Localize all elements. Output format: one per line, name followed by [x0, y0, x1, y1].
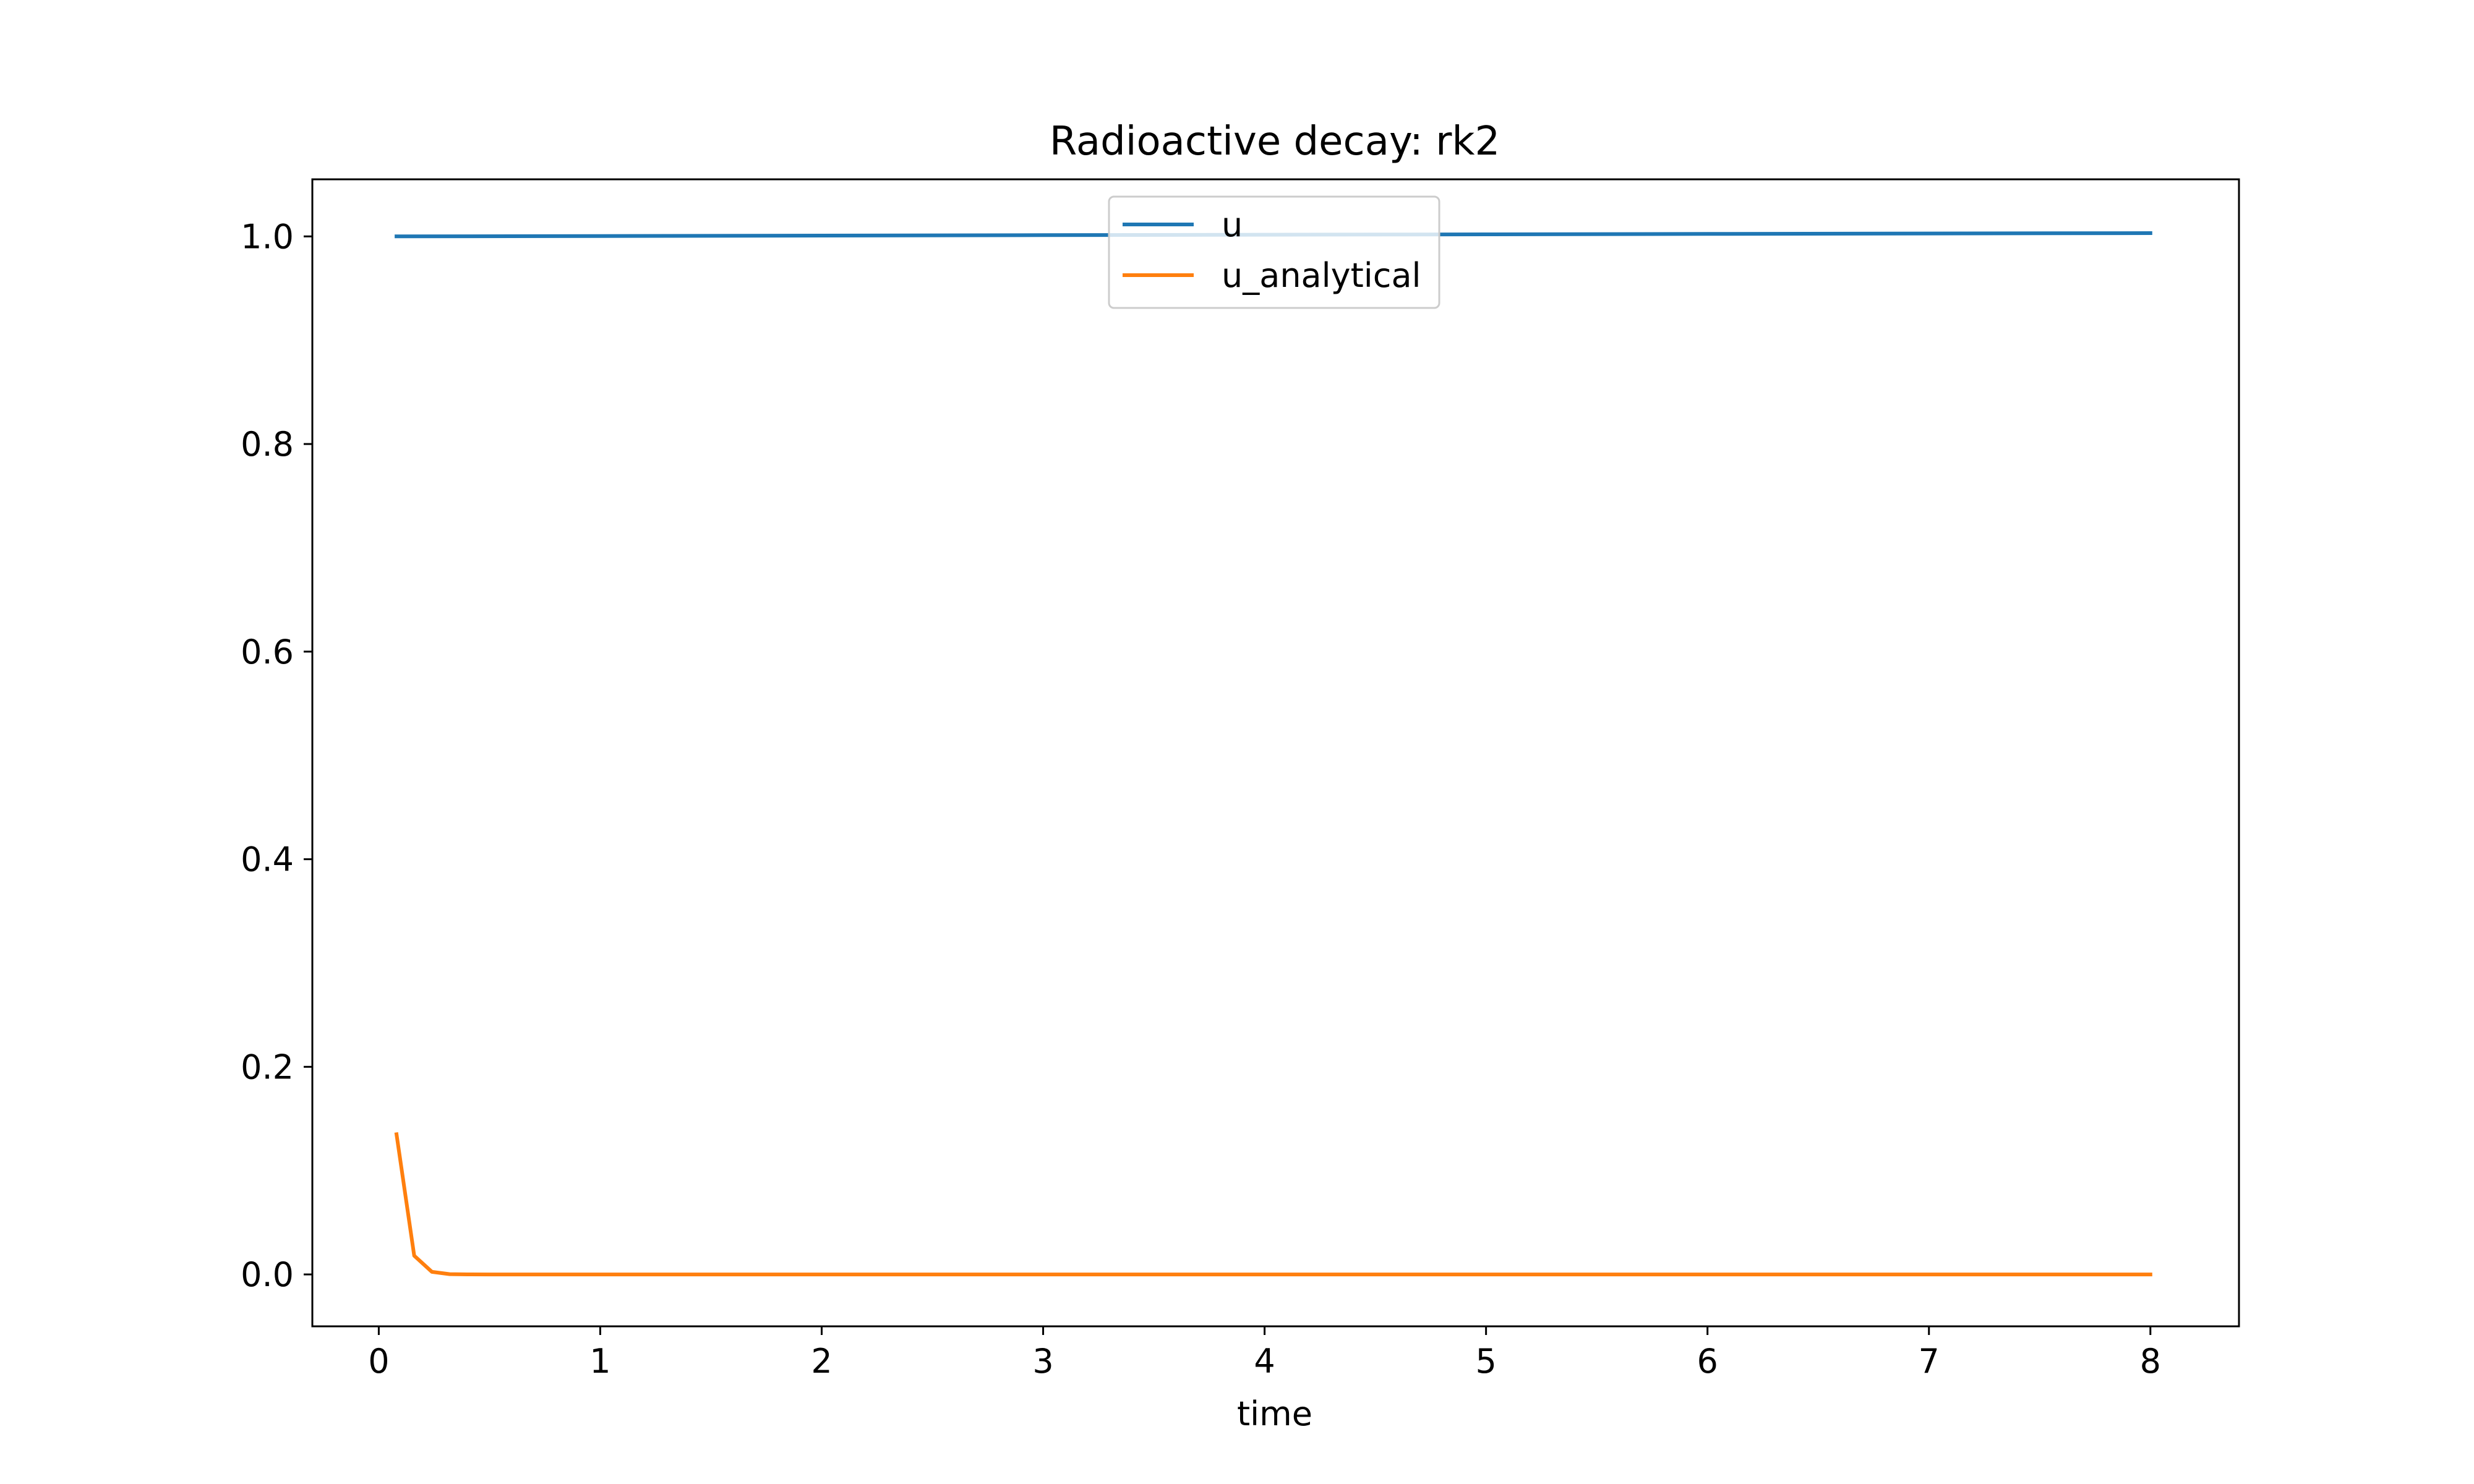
y-tick-label: 0.4	[241, 840, 294, 879]
y-tick-label: 0.6	[241, 633, 294, 672]
x-tick-label: 3	[1032, 1342, 1053, 1381]
x-tick-label: 8	[2140, 1342, 2161, 1381]
series-line-u-analytical	[394, 1132, 2152, 1277]
x-tick-label: 0	[368, 1342, 389, 1381]
y-tick-label: 0.8	[241, 425, 294, 464]
y-tick-label: 0.2	[241, 1047, 294, 1086]
y-axis-ticks: 0.0 0.2 0.4 0.6 0.8 1.0	[241, 217, 312, 1294]
y-tick-label: 0.0	[241, 1255, 294, 1294]
x-tick-label: 4	[1254, 1342, 1275, 1381]
x-axis-label: time	[1237, 1394, 1312, 1433]
x-tick-label: 6	[1697, 1342, 1718, 1381]
legend: u u_analytical	[1108, 195, 1440, 309]
x-tick-label: 7	[1919, 1342, 1940, 1381]
legend-label-u-analytical: u_analytical	[1222, 256, 1421, 295]
plot-frame	[311, 178, 2240, 1328]
x-axis-ticks: 0 1 2 3 4 5 6 7 8	[368, 1326, 2161, 1381]
x-tick-label: 2	[811, 1342, 832, 1381]
legend-label-u: u	[1222, 205, 1243, 244]
chart-title: Radioactive decay: rk2	[1050, 119, 1500, 164]
y-tick-label: 1.0	[241, 217, 294, 256]
x-tick-label: 1	[589, 1342, 610, 1381]
x-tick-label: 5	[1475, 1342, 1496, 1381]
